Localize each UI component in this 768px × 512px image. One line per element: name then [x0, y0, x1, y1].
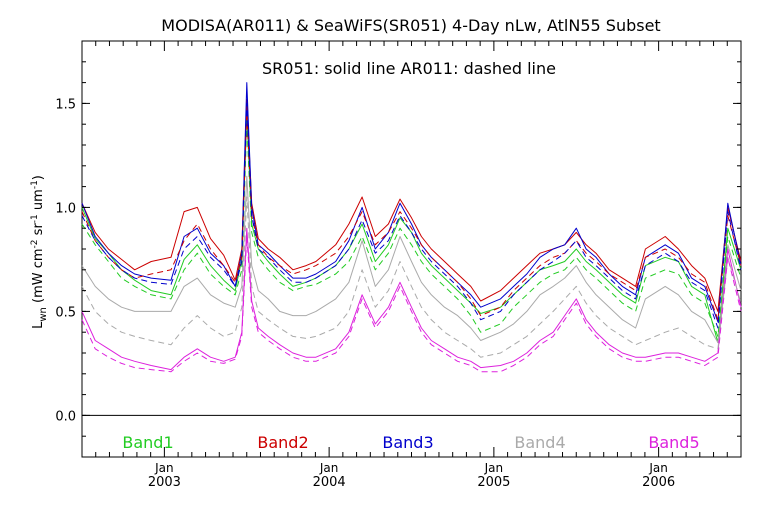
series-line-band4	[81, 175, 742, 344]
legend-label-band5: Band5	[648, 433, 699, 452]
x-tick-month-label: Jan	[154, 461, 174, 475]
series-line-band2_modis	[81, 111, 742, 321]
chart-title: MODISA(AR011) & SeaWiFS(SR051) 4-Day nLw…	[161, 16, 660, 35]
series-line-band1_modis	[81, 123, 742, 337]
series-line-band3_modis	[81, 102, 742, 329]
y-axis-label-units-c: um	[31, 189, 46, 214]
y-axis-label-main: L	[31, 321, 46, 329]
series-line-band5	[81, 227, 742, 371]
legend-label-band3: Band3	[382, 433, 433, 452]
y-tick-label: 0.0	[55, 409, 76, 424]
y-axis-label-sup2: -1	[30, 214, 40, 223]
chart-subtitle: SR051: solid line AR011: dashed line	[262, 59, 556, 78]
x-tick-year-label: 2004	[313, 475, 346, 490]
legend: Band1 Band2 Band3 Band4 Band5	[122, 433, 699, 452]
series-layer	[81, 82, 742, 373]
y-tick-label: 1.5	[55, 97, 76, 112]
y-tick-label: 0.5	[55, 305, 76, 320]
y-axis-label-sup3: -1	[30, 180, 40, 189]
legend-label-band4: Band4	[514, 433, 565, 452]
y-axis-label: Lwn (mW cm-2 sr-1 um-1)	[30, 175, 49, 329]
series-line-band5_modis	[81, 236, 742, 373]
y-axis-label-units-b: sr	[31, 223, 46, 240]
y-axis-label-sup1: -2	[30, 239, 40, 248]
y-tick-label: 1.0	[55, 201, 76, 216]
x-tick-month-label: Jan	[319, 461, 339, 475]
y-axis-label-sub: wn	[38, 307, 49, 322]
y-axis-label-units-a: (mW cm	[31, 248, 46, 307]
y-axis-label-units-d: )	[31, 175, 46, 180]
legend-label-band2: Band2	[257, 433, 308, 452]
legend-label-band1: Band1	[122, 433, 173, 452]
x-tick-year-label: 2003	[148, 475, 181, 490]
x-tick-month-label: Jan	[648, 461, 668, 475]
series-line-band2	[81, 98, 742, 312]
x-tick-year-label: 2006	[642, 475, 675, 490]
series-line-band1	[81, 113, 742, 344]
series-line-band3	[81, 82, 742, 323]
x-tick-month-label: Jan	[484, 461, 504, 475]
x-tick-year-label: 2005	[477, 475, 510, 490]
